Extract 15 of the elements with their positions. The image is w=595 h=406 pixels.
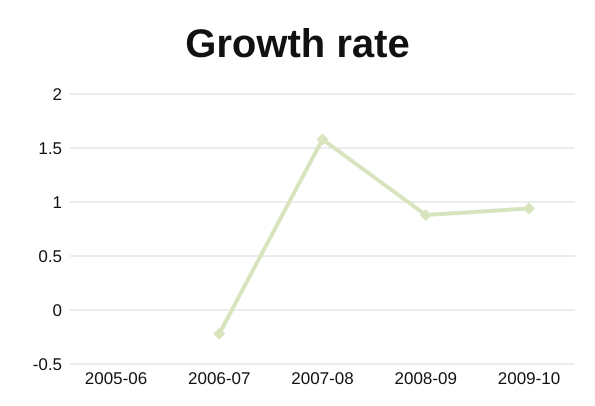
point [523, 202, 535, 214]
x-tick-label: 2007-08 [291, 369, 354, 388]
x-tick-label: 2005-06 [84, 369, 148, 388]
y-tick-label: 0 [52, 301, 62, 320]
y-tick-label: 0.5 [38, 247, 62, 266]
x-tick-label: 2008-09 [394, 369, 457, 388]
x-tick-label: 2009-10 [498, 369, 560, 388]
y-tick-label: -0.5 [32, 355, 62, 374]
chart-title: Growth rate [184, 21, 411, 68]
x-tick-label: 2006-07 [188, 369, 250, 388]
y-tick-label: 2 [52, 85, 62, 104]
y-tick-label: 1 [52, 193, 62, 212]
point [316, 133, 328, 146]
point [213, 328, 226, 340]
y-tick-label: 1.5 [38, 139, 62, 158]
